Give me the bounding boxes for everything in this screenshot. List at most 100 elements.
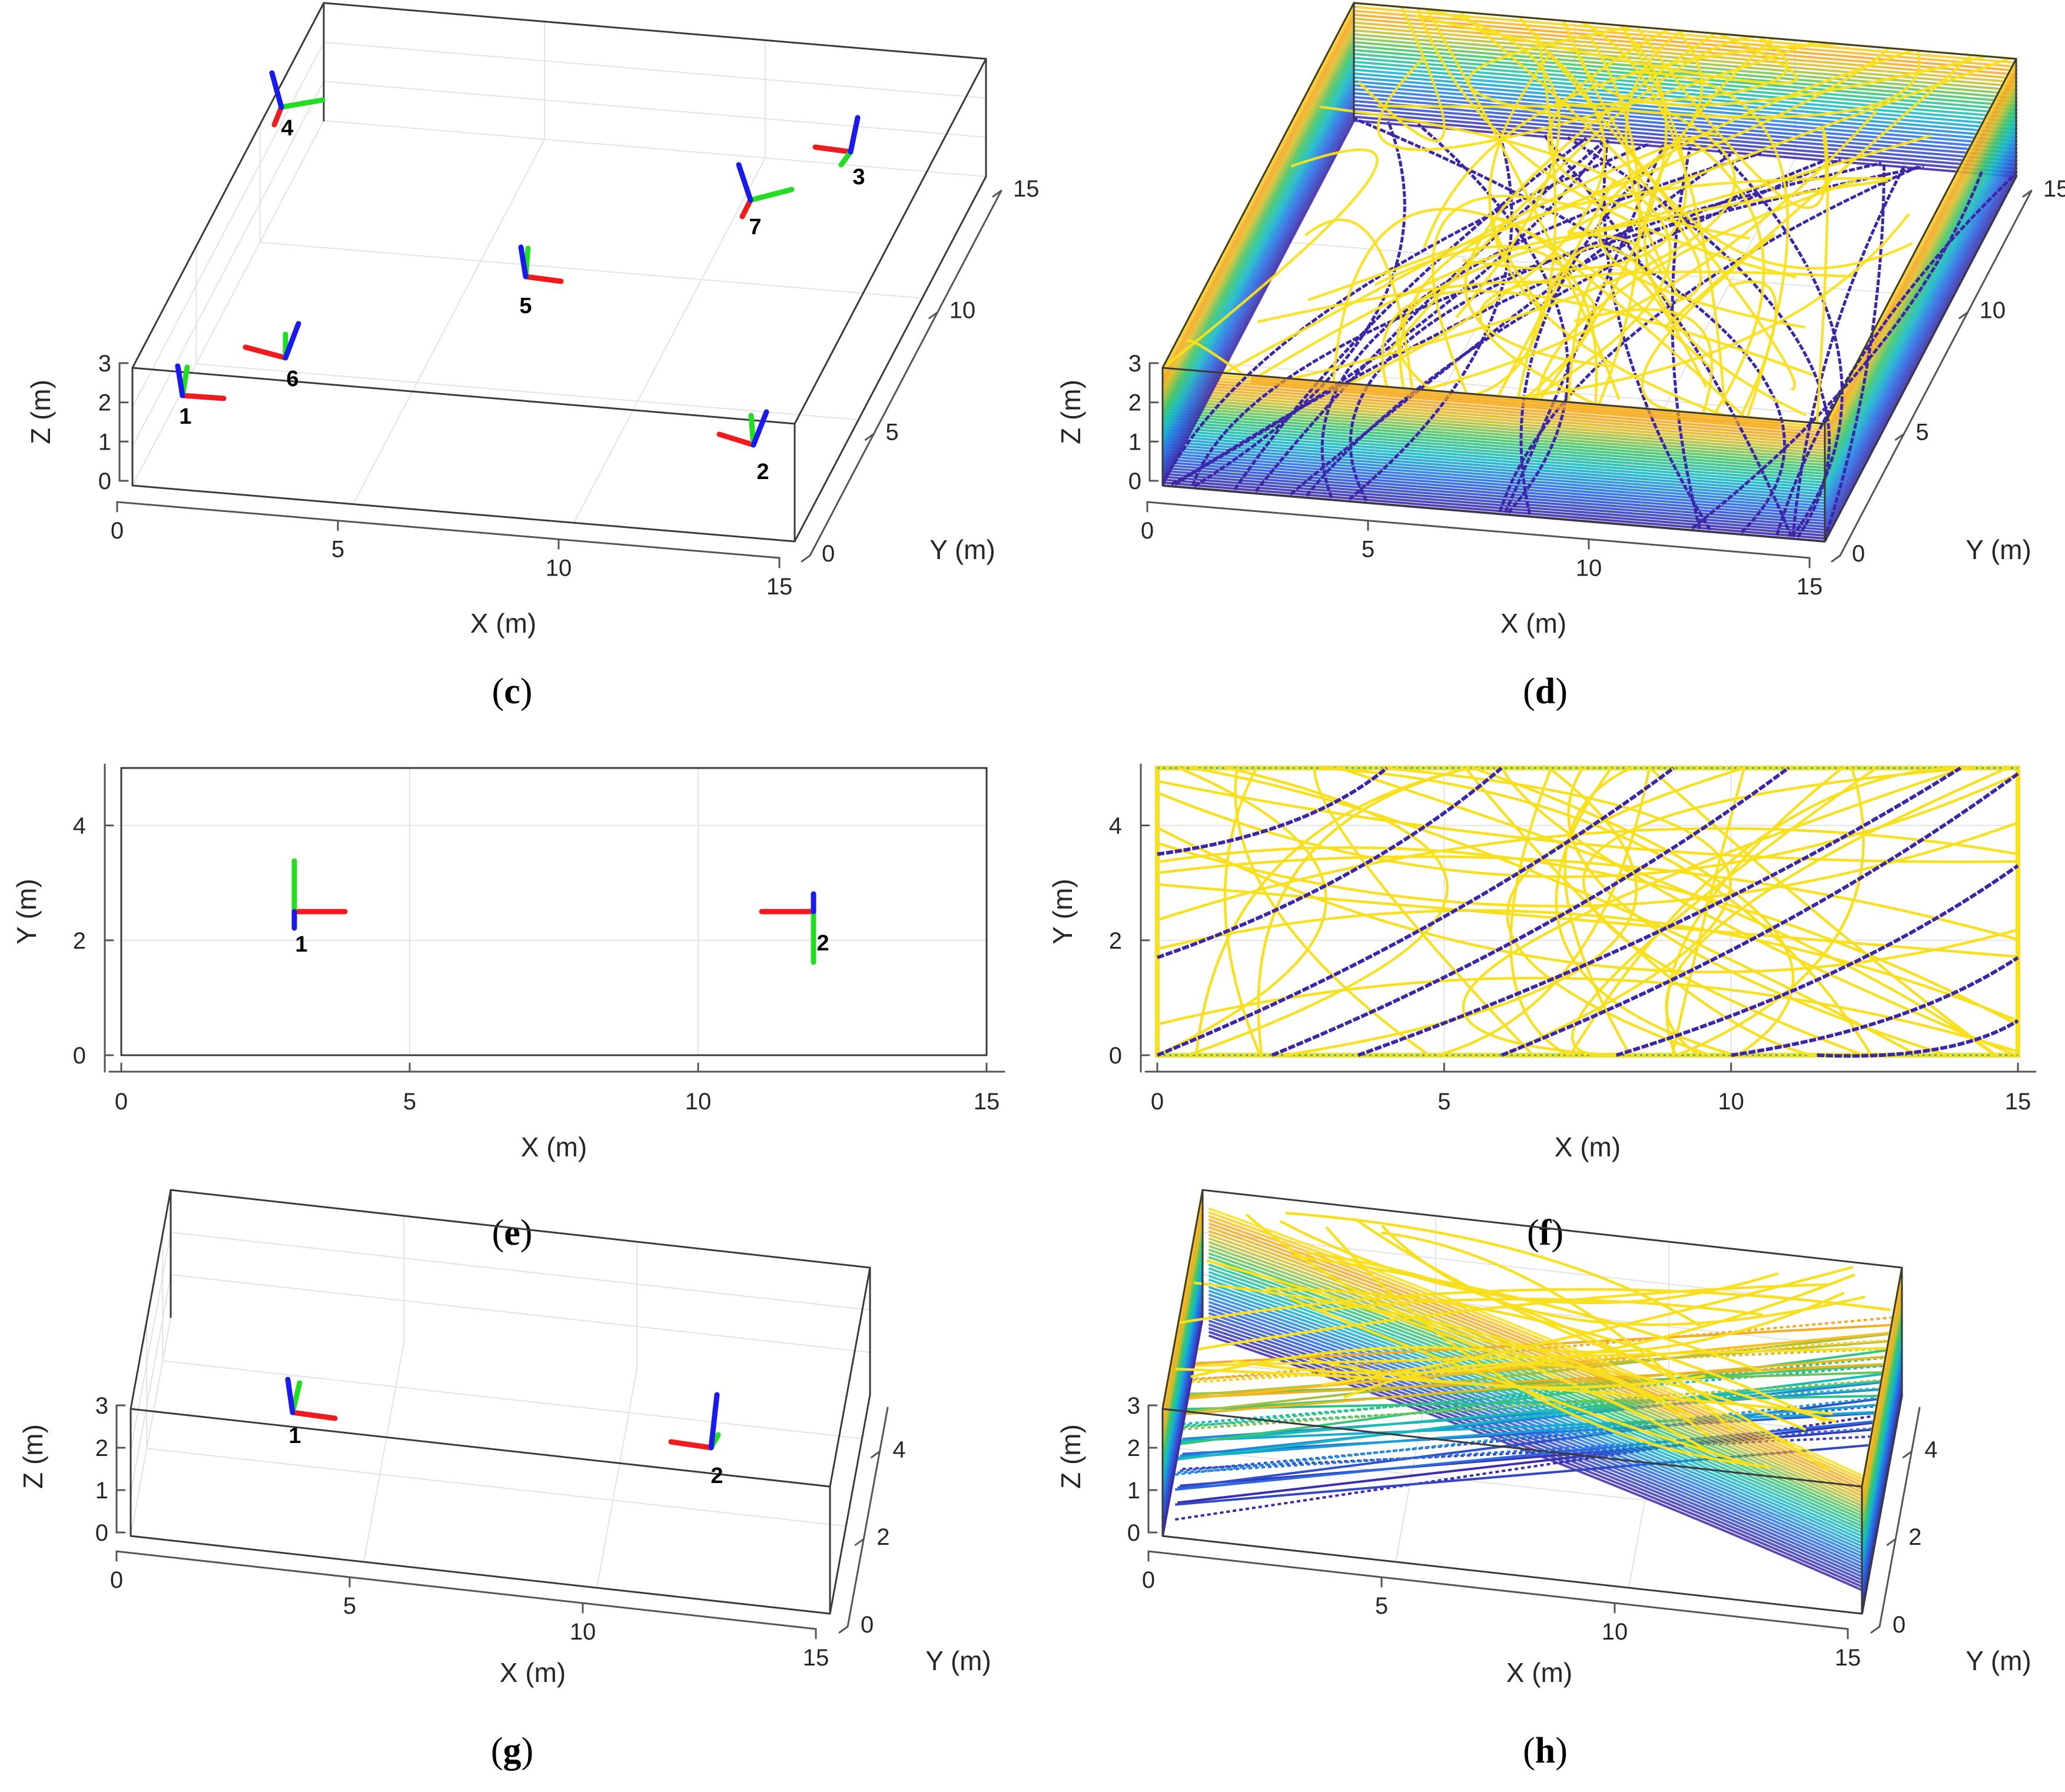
trajectory-line	[1162, 458, 1825, 516]
trajectory-line	[1467, 25, 1634, 124]
pose-frame: 2	[759, 891, 829, 965]
trajectory-line	[1157, 766, 1503, 959]
trajectory-line	[1161, 1235, 1204, 1455]
trajectory-line	[1162, 476, 1825, 534]
trajectory-line	[1861, 1376, 1903, 1596]
trajectory-line	[1161, 116, 1355, 483]
trajectory-line	[1208, 1226, 1867, 1495]
trajectory-line	[1162, 434, 1825, 493]
trajectory-line	[1258, 234, 1664, 377]
pose-z-arm	[269, 70, 284, 110]
trajectory-line	[1437, 767, 1651, 1057]
trajectory-line	[1815, 126, 1830, 424]
box-edge	[131, 484, 796, 543]
pose-frame: 1	[175, 363, 227, 429]
trajectory-line	[1186, 339, 1244, 376]
x-tick-label: 0	[115, 1089, 128, 1115]
trajectory-set	[1161, 1189, 1903, 1614]
pose-z-arm	[708, 1392, 720, 1451]
trajectory-line	[1161, 81, 1355, 447]
y-tick	[992, 189, 1002, 198]
trajectory-line	[1180, 1387, 1893, 1428]
box-edge	[829, 1394, 871, 1615]
caption-paren: )	[520, 1213, 533, 1253]
trajectory-line	[1517, 244, 1672, 398]
trajectory-line	[1157, 855, 2018, 941]
grid-back-z	[1202, 1274, 1903, 1353]
x-axis-title: X (m)	[500, 1657, 566, 1688]
y-tick-label: 15	[2043, 176, 2065, 202]
pose-z-arm	[751, 409, 769, 448]
trajectory-line	[1597, 49, 1914, 329]
pose-x-arm	[523, 274, 564, 284]
y-axis-title: Y (m)	[1966, 534, 2031, 565]
grid-floor-y	[1289, 241, 1953, 299]
trajectory-line	[1177, 1418, 1897, 1504]
z-tick-label: 0	[98, 468, 111, 494]
x-tick-label: 10	[685, 1089, 712, 1115]
y-tick-label: 10	[1980, 298, 2006, 324]
trajectory-line	[1279, 1220, 1779, 1305]
x-tick-label: 15	[766, 574, 793, 600]
pose-z-arm	[175, 363, 185, 398]
trajectory-line	[1162, 455, 1825, 513]
x-axis-title: X (m)	[1500, 608, 1566, 639]
trajectory-line	[1630, 71, 1790, 418]
y-tick-label: 4	[892, 1437, 905, 1462]
box-edge	[130, 1535, 831, 1615]
grid-floor-y	[323, 120, 987, 177]
trajectory-line	[1555, 767, 1736, 1057]
trajectory-line	[1161, 1271, 1204, 1491]
trajectory-line	[1161, 73, 1355, 439]
grid-back-z	[323, 81, 987, 138]
trajectory-line	[1157, 821, 2018, 907]
caption-paren: (	[491, 1731, 503, 1771]
caption-letter: g	[503, 1731, 522, 1771]
trajectory-line	[1193, 1281, 1695, 1419]
y-tick-label: 15	[1013, 176, 1040, 202]
z-tick-label: 1	[98, 429, 111, 455]
x-tick-label: 10	[546, 555, 572, 581]
chart-e: 1 2 0 5 10 15 0 2 4 X (m) Y (m)	[11, 763, 1005, 1162]
z-tick-label: 3	[95, 1393, 108, 1419]
trajectory-line	[1162, 411, 1825, 469]
trajectory-line	[1354, 117, 1787, 534]
trajectory-line	[1161, 120, 1355, 486]
trajectory-line	[1162, 417, 1825, 475]
trajectory-line	[1161, 26, 1355, 392]
trajectory-line	[1162, 384, 1825, 443]
y-tick	[928, 311, 939, 320]
trajectory-line	[1615, 864, 2019, 1057]
x-axis-line	[115, 1550, 817, 1630]
trajectory-line	[1177, 1379, 1895, 1444]
trajectory-line	[1498, 165, 1920, 513]
trajectory-line	[1161, 49, 1355, 415]
box-edge	[794, 175, 987, 543]
y-tick	[838, 1625, 849, 1634]
caption-paren: (	[1523, 1731, 1535, 1771]
trajectory-line	[1861, 1331, 1903, 1551]
caption-paren: )	[1555, 1731, 1568, 1771]
box-edge	[1861, 1394, 1903, 1615]
trajectory-line	[1665, 766, 2008, 1056]
trajectory-line	[1357, 766, 1962, 1057]
trajectory-line	[1676, 767, 1865, 1057]
y-tick	[864, 433, 875, 441]
y-tick	[2022, 189, 2033, 198]
y-tick	[1886, 1538, 1897, 1546]
trajectory-line	[1175, 1378, 1891, 1431]
x-axis-title: X (m)	[470, 608, 536, 639]
trajectory-line	[1382, 766, 1732, 1057]
pose-label: 1	[179, 404, 191, 429]
pose-z-arm	[283, 321, 301, 361]
trajectory-line	[1162, 440, 1825, 498]
trajectory-line	[1381, 290, 1814, 387]
box-edge	[131, 2, 325, 369]
panel-caption-h: (h)	[1523, 1731, 1568, 1771]
trajectory-line	[1671, 767, 1746, 1056]
trajectory-line	[1643, 37, 1807, 417]
x-tick-label: 10	[1576, 555, 1602, 581]
box-edge	[1161, 367, 1826, 425]
box-edge	[130, 1408, 831, 1488]
trajectory-line	[1187, 766, 1449, 1057]
